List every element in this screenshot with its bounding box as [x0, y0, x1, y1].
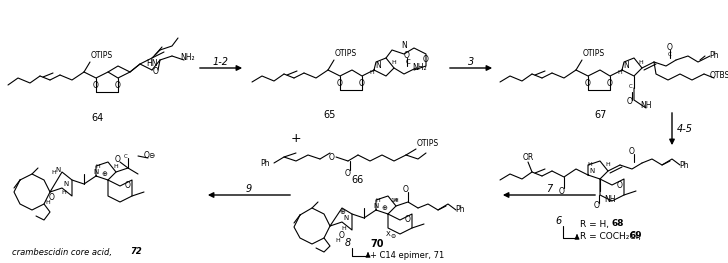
Text: X: X: [386, 231, 390, 237]
Text: OTIPS: OTIPS: [583, 49, 605, 58]
Text: O: O: [337, 79, 343, 89]
Text: O: O: [594, 200, 600, 210]
Text: O: O: [125, 181, 131, 190]
Text: O: O: [345, 169, 351, 178]
Text: H: H: [606, 163, 610, 168]
Text: N: N: [373, 203, 379, 209]
Text: H: H: [114, 164, 119, 169]
Text: N: N: [344, 215, 349, 221]
Text: Ph: Ph: [709, 52, 719, 60]
Text: ⊖: ⊖: [390, 235, 395, 240]
Text: NH: NH: [604, 195, 616, 204]
Text: 69: 69: [630, 231, 643, 240]
Text: OTIPS: OTIPS: [417, 139, 439, 149]
Text: 66: 66: [351, 175, 363, 185]
Text: H: H: [95, 164, 100, 169]
Text: C: C: [405, 59, 411, 65]
Text: O: O: [93, 82, 99, 90]
Text: 70: 70: [370, 239, 384, 249]
Text: Ph: Ph: [679, 160, 689, 169]
Text: 3: 3: [468, 57, 474, 67]
Text: H: H: [336, 237, 341, 242]
Text: 1-2: 1-2: [213, 57, 229, 67]
Text: C: C: [629, 83, 633, 89]
Text: O: O: [115, 155, 121, 164]
Text: +: +: [290, 132, 301, 144]
Text: Ph: Ph: [455, 205, 464, 215]
Text: ⊕: ⊕: [101, 171, 107, 177]
Text: O: O: [607, 79, 613, 89]
Text: OR: OR: [523, 153, 534, 161]
Text: N: N: [375, 62, 381, 70]
Text: 7: 7: [546, 184, 552, 194]
Text: C: C: [124, 154, 128, 159]
Text: R = H,: R = H,: [580, 220, 612, 229]
Text: H: H: [617, 69, 622, 74]
Text: N: N: [63, 181, 68, 187]
Text: O: O: [404, 52, 410, 60]
Text: 8: 8: [345, 238, 351, 248]
Text: 65: 65: [324, 110, 336, 120]
Text: C: C: [668, 53, 672, 58]
Text: R = COCH₂Cl,: R = COCH₂Cl,: [580, 231, 644, 240]
Text: O: O: [629, 148, 635, 156]
Text: H: H: [62, 190, 66, 195]
Text: O: O: [49, 194, 55, 203]
Text: N: N: [590, 168, 595, 174]
Text: O: O: [627, 98, 633, 107]
Text: O⊖: O⊖: [144, 151, 156, 160]
Text: H: H: [46, 200, 50, 205]
Text: H: H: [638, 59, 644, 64]
Text: O: O: [617, 181, 623, 190]
Text: NH₂: NH₂: [181, 53, 195, 62]
Text: ⊕: ⊕: [381, 205, 387, 211]
Text: N: N: [401, 42, 407, 50]
Text: 72: 72: [130, 247, 142, 256]
Text: H: H: [394, 198, 398, 203]
Text: O: O: [359, 79, 365, 89]
Text: O: O: [667, 43, 673, 53]
Text: O: O: [339, 231, 345, 240]
Text: O: O: [115, 82, 121, 90]
Text: Ph: Ph: [260, 159, 270, 168]
Text: OTIPS: OTIPS: [335, 49, 357, 58]
Text: N: N: [623, 62, 629, 70]
Text: H: H: [370, 69, 374, 74]
Text: ⊕: ⊕: [339, 209, 345, 215]
Text: NH₂: NH₂: [413, 63, 427, 73]
Text: O: O: [585, 79, 591, 89]
Text: OTBS: OTBS: [710, 72, 728, 80]
Text: 64: 64: [91, 113, 103, 123]
Text: 4-5: 4-5: [677, 124, 693, 134]
Text: crambescidin core acid,: crambescidin core acid,: [12, 247, 114, 256]
Text: OTIPS: OTIPS: [91, 52, 113, 60]
Text: O: O: [153, 68, 159, 77]
Text: H: H: [376, 198, 380, 203]
Text: HN: HN: [146, 59, 158, 68]
Text: 9: 9: [246, 184, 252, 194]
Text: NH: NH: [640, 100, 652, 109]
Text: 68: 68: [612, 220, 625, 229]
Text: 67: 67: [595, 110, 607, 120]
Text: H: H: [52, 170, 56, 175]
Text: 6: 6: [556, 216, 562, 226]
Text: H: H: [392, 59, 396, 64]
Text: O: O: [329, 154, 335, 163]
Text: N: N: [55, 167, 60, 173]
Text: O: O: [423, 55, 429, 64]
Text: O: O: [403, 185, 409, 195]
Text: + C14 epimer, 71: + C14 epimer, 71: [370, 250, 444, 260]
Text: O: O: [405, 215, 411, 225]
Text: H: H: [587, 163, 593, 168]
Text: H: H: [341, 225, 347, 230]
Text: 14: 14: [390, 198, 398, 203]
Text: O: O: [559, 186, 565, 195]
Text: N: N: [93, 169, 98, 175]
